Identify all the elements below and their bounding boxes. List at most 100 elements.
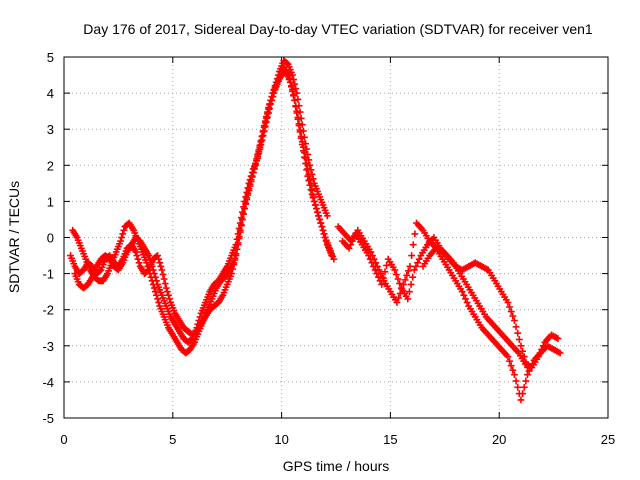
data-point bbox=[150, 270, 158, 277]
data-point bbox=[519, 390, 526, 398]
data-marks bbox=[67, 57, 564, 404]
data-point bbox=[155, 299, 163, 306]
data-point bbox=[509, 312, 517, 320]
data-point bbox=[507, 308, 515, 315]
y-tick-label: -2 bbox=[42, 303, 54, 318]
data-point bbox=[154, 252, 161, 259]
data-point bbox=[391, 266, 399, 274]
data-point bbox=[259, 132, 267, 139]
data-point bbox=[161, 280, 169, 287]
data-point bbox=[246, 176, 254, 184]
data-point bbox=[235, 225, 243, 232]
data-point bbox=[135, 259, 143, 267]
data-point bbox=[320, 230, 328, 238]
data-point bbox=[258, 136, 266, 144]
data-point bbox=[145, 252, 153, 259]
data-point bbox=[154, 295, 161, 303]
data-point bbox=[303, 160, 311, 167]
data-point bbox=[264, 114, 271, 121]
data-point bbox=[283, 59, 291, 67]
data-point bbox=[304, 165, 312, 173]
x-axis-label: GPS time / hours bbox=[283, 458, 390, 474]
data-point bbox=[308, 187, 316, 194]
data-point bbox=[408, 252, 416, 259]
data-point bbox=[262, 118, 270, 126]
data-point bbox=[514, 329, 522, 337]
data-point bbox=[293, 107, 301, 115]
data-point bbox=[411, 230, 419, 238]
data-point bbox=[247, 172, 255, 180]
data-point bbox=[318, 223, 326, 231]
data-point bbox=[289, 86, 296, 93]
data-point bbox=[319, 226, 327, 234]
y-tick-label: 5 bbox=[47, 50, 54, 65]
data-point bbox=[330, 255, 338, 263]
data-point bbox=[350, 234, 358, 241]
data-point bbox=[256, 145, 264, 153]
data-point bbox=[295, 120, 303, 128]
data-point bbox=[345, 244, 353, 252]
data-point bbox=[117, 237, 124, 245]
data-point bbox=[193, 324, 201, 332]
data-point bbox=[462, 295, 469, 303]
data-point bbox=[230, 261, 238, 268]
data-point bbox=[240, 203, 247, 211]
x-tick-label: 0 bbox=[60, 432, 67, 447]
data-point bbox=[365, 252, 373, 259]
data-point bbox=[285, 75, 293, 83]
x-tick-label: 15 bbox=[383, 432, 397, 447]
data-point bbox=[512, 377, 520, 385]
data-point bbox=[307, 166, 315, 174]
data-point bbox=[160, 275, 168, 283]
data-point bbox=[383, 262, 390, 269]
data-point bbox=[367, 248, 375, 256]
data-point bbox=[165, 291, 172, 299]
data-point bbox=[266, 105, 274, 112]
data-point bbox=[311, 201, 319, 209]
data-point bbox=[261, 123, 269, 130]
data-point bbox=[155, 255, 163, 263]
data-point bbox=[520, 383, 528, 391]
data-point bbox=[375, 273, 382, 281]
data-point bbox=[228, 270, 235, 277]
data-point bbox=[290, 91, 297, 99]
data-point bbox=[395, 294, 402, 302]
data-point bbox=[323, 212, 331, 220]
data-point bbox=[157, 262, 165, 270]
data-point bbox=[243, 188, 251, 196]
x-tick-label: 5 bbox=[169, 432, 176, 447]
data-point bbox=[392, 271, 400, 278]
data-point bbox=[148, 262, 156, 270]
data-point bbox=[239, 208, 246, 216]
data-point bbox=[524, 371, 531, 379]
data-point bbox=[254, 154, 262, 162]
data-point bbox=[539, 342, 547, 350]
data-point bbox=[370, 262, 377, 270]
data-point bbox=[232, 241, 240, 249]
data-point bbox=[296, 108, 304, 116]
data-point bbox=[458, 288, 466, 296]
y-tick-label: -3 bbox=[42, 339, 54, 354]
data-point bbox=[286, 78, 294, 86]
data-point bbox=[396, 280, 404, 287]
data-point bbox=[245, 179, 253, 187]
data-point bbox=[322, 237, 330, 245]
data-point bbox=[536, 349, 544, 357]
y-tick-label: 4 bbox=[47, 86, 54, 101]
plot-frame bbox=[63, 56, 609, 419]
data-point bbox=[134, 255, 142, 263]
data-point bbox=[231, 256, 239, 264]
data-point bbox=[514, 383, 522, 391]
data-point bbox=[287, 82, 295, 90]
data-point bbox=[132, 248, 140, 256]
data-point bbox=[415, 255, 423, 263]
data-point bbox=[294, 96, 302, 103]
data-point bbox=[260, 127, 268, 135]
data-point bbox=[292, 102, 300, 110]
data-point bbox=[515, 336, 523, 343]
y-tick-label: 1 bbox=[47, 194, 54, 209]
y-tick-label: 2 bbox=[47, 158, 54, 173]
data-point bbox=[315, 212, 322, 220]
data-point bbox=[316, 216, 324, 223]
